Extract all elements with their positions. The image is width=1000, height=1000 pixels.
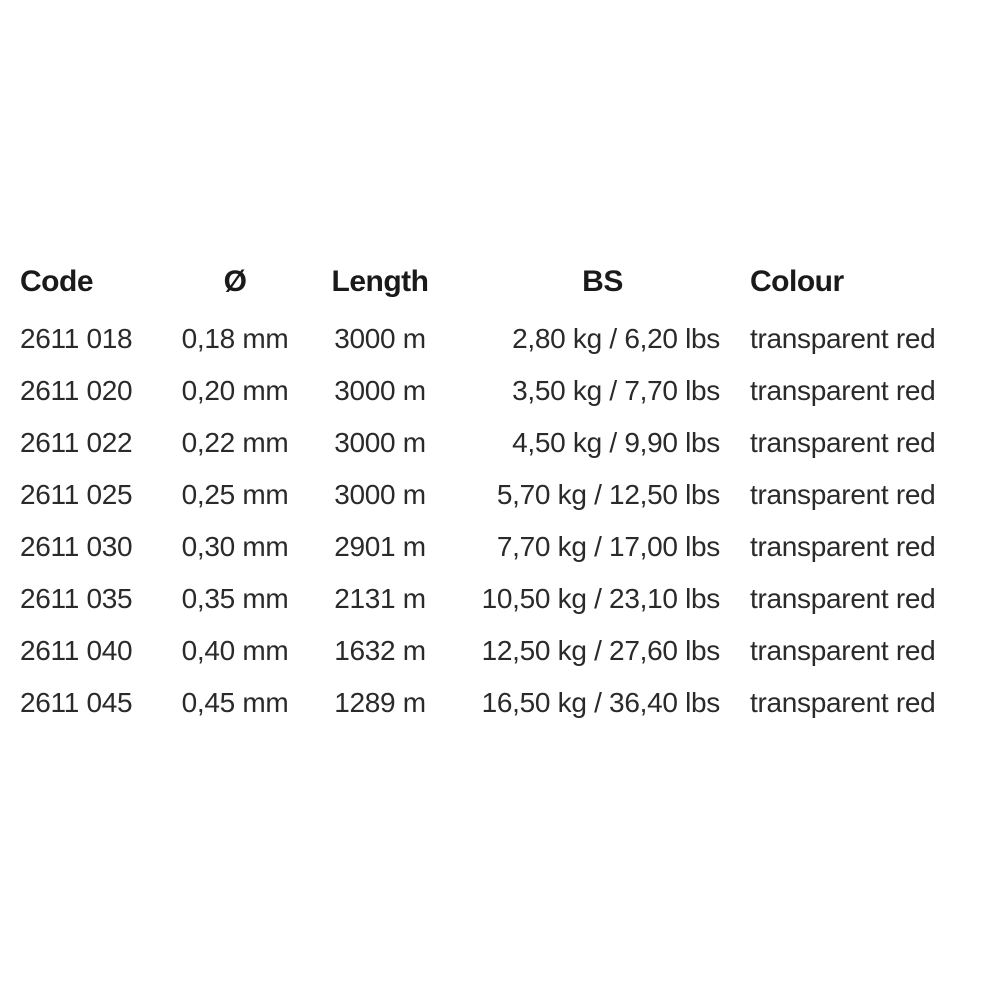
cell-colour: transparent red [750,521,980,573]
cell-diameter: 0,35 mm [165,573,305,625]
table-row: 2611 020 0,20 mm 3000 m 3,50 kg / 7,70 l… [20,365,980,417]
cell-colour: transparent red [750,677,980,729]
spec-table-container: Code Ø Length BS Colour 2611 018 0,18 mm… [20,265,980,729]
cell-bs: 2,80 kg / 6,20 lbs [455,313,750,365]
table-row: 2611 018 0,18 mm 3000 m 2,80 kg / 6,20 l… [20,313,980,365]
cell-length: 2131 m [305,573,455,625]
cell-diameter: 0,18 mm [165,313,305,365]
table-row: 2611 045 0,45 mm 1289 m 16,50 kg / 36,40… [20,677,980,729]
cell-colour: transparent red [750,625,980,677]
cell-length: 1289 m [305,677,455,729]
cell-diameter: 0,30 mm [165,521,305,573]
header-bs: BS [455,265,750,313]
cell-diameter: 0,22 mm [165,417,305,469]
table-row: 2611 025 0,25 mm 3000 m 5,70 kg / 12,50 … [20,469,980,521]
cell-diameter: 0,45 mm [165,677,305,729]
table-row: 2611 022 0,22 mm 3000 m 4,50 kg / 9,90 l… [20,417,980,469]
cell-bs: 3,50 kg / 7,70 lbs [455,365,750,417]
cell-length: 3000 m [305,313,455,365]
header-colour: Colour [750,265,980,313]
header-diameter: Ø [165,265,305,313]
cell-length: 3000 m [305,417,455,469]
table-row: 2611 030 0,30 mm 2901 m 7,70 kg / 17,00 … [20,521,980,573]
table-row: 2611 035 0,35 mm 2131 m 10,50 kg / 23,10… [20,573,980,625]
cell-code: 2611 040 [20,625,165,677]
cell-colour: transparent red [750,573,980,625]
spec-table: Code Ø Length BS Colour 2611 018 0,18 mm… [20,265,980,729]
cell-code: 2611 030 [20,521,165,573]
cell-bs: 4,50 kg / 9,90 lbs [455,417,750,469]
cell-code: 2611 018 [20,313,165,365]
cell-diameter: 0,20 mm [165,365,305,417]
cell-length: 3000 m [305,365,455,417]
cell-bs: 16,50 kg / 36,40 lbs [455,677,750,729]
cell-length: 3000 m [305,469,455,521]
table-header-row: Code Ø Length BS Colour [20,265,980,313]
cell-colour: transparent red [750,365,980,417]
cell-code: 2611 035 [20,573,165,625]
cell-length: 1632 m [305,625,455,677]
cell-colour: transparent red [750,313,980,365]
cell-code: 2611 020 [20,365,165,417]
cell-bs: 7,70 kg / 17,00 lbs [455,521,750,573]
cell-code: 2611 045 [20,677,165,729]
table-row: 2611 040 0,40 mm 1632 m 12,50 kg / 27,60… [20,625,980,677]
cell-length: 2901 m [305,521,455,573]
cell-colour: transparent red [750,417,980,469]
cell-diameter: 0,40 mm [165,625,305,677]
cell-bs: 12,50 kg / 27,60 lbs [455,625,750,677]
header-code: Code [20,265,165,313]
cell-bs: 5,70 kg / 12,50 lbs [455,469,750,521]
cell-code: 2611 022 [20,417,165,469]
cell-colour: transparent red [750,469,980,521]
cell-diameter: 0,25 mm [165,469,305,521]
header-length: Length [305,265,455,313]
cell-bs: 10,50 kg / 23,10 lbs [455,573,750,625]
cell-code: 2611 025 [20,469,165,521]
